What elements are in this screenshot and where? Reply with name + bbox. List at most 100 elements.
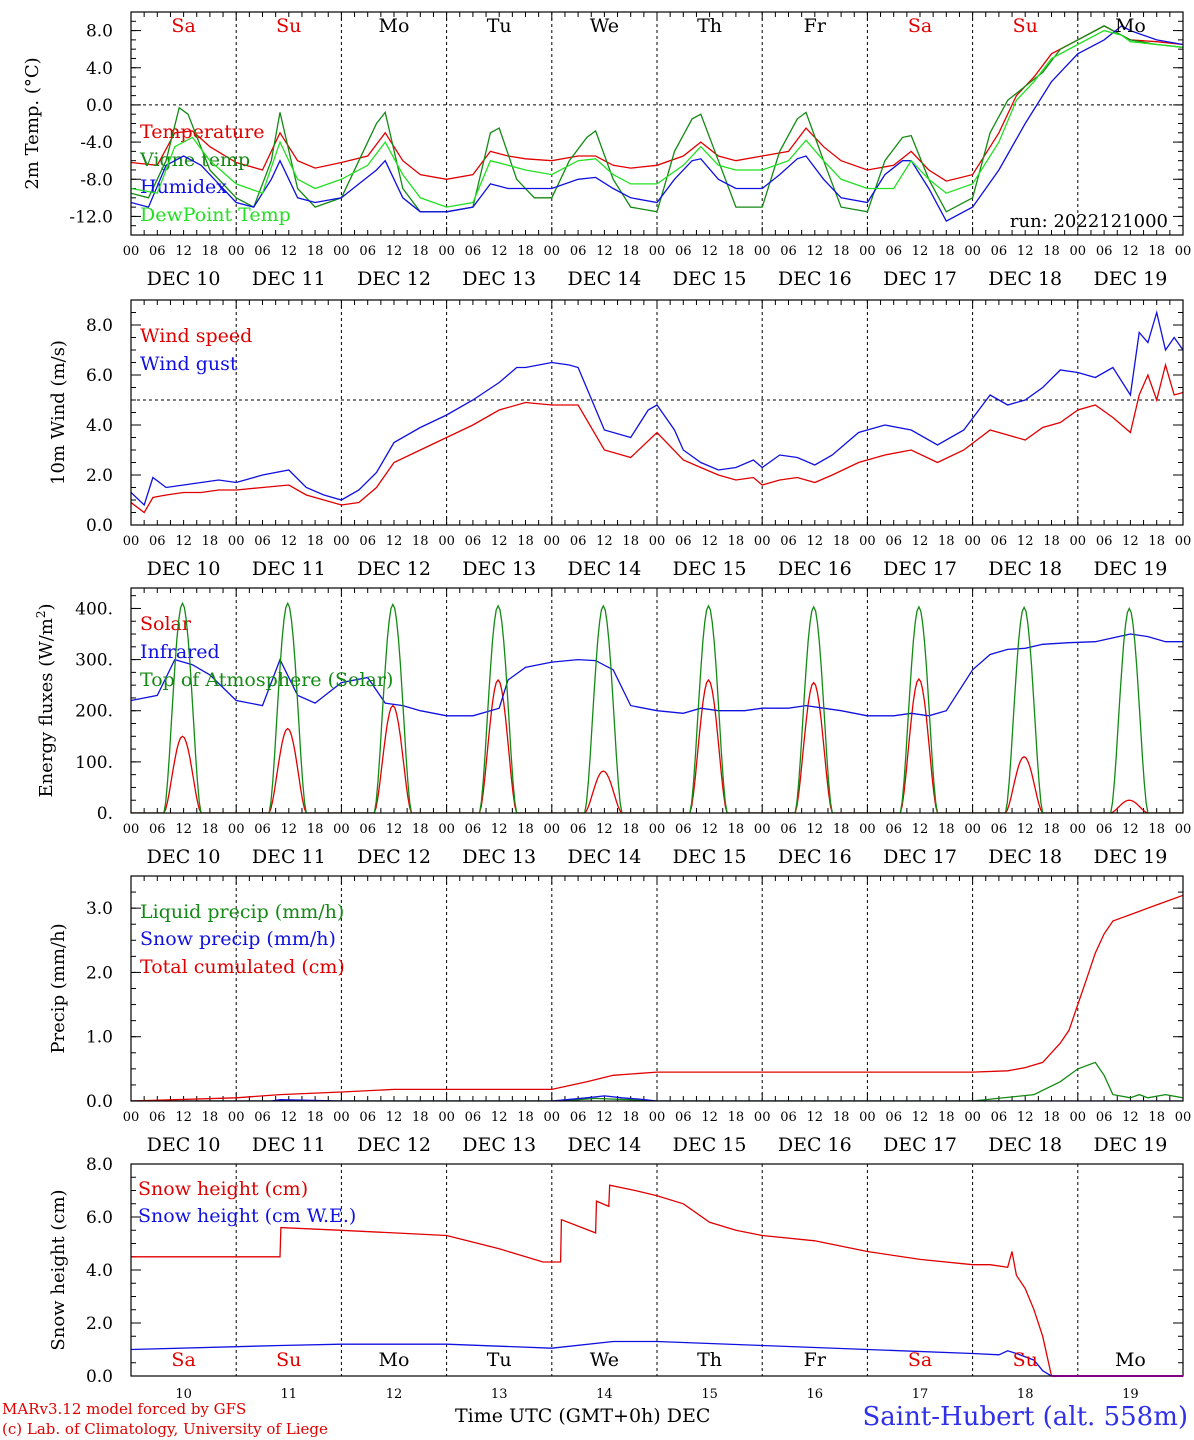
x-tick-label: 18	[412, 534, 429, 549]
x-tick-label: 06	[885, 822, 902, 837]
x-tick-label: 00	[228, 1110, 245, 1125]
x-tick-label: 06	[465, 244, 482, 259]
x-tick-label: 18	[622, 244, 639, 259]
x-tick-label: 12	[596, 244, 613, 259]
x-tick-label: 18	[202, 822, 219, 837]
date-label: DEC 18	[988, 846, 1062, 868]
x-tick-label: 00	[1070, 822, 1087, 837]
panel-frame	[130, 1163, 1184, 1377]
date-label: DEC 19	[1093, 846, 1167, 868]
date-label: DEC 19	[1093, 1134, 1167, 1156]
date-label: DEC 10	[147, 1134, 221, 1156]
x-tick-label: 06	[991, 244, 1008, 259]
series-line-2	[131, 633, 1183, 717]
station-name: Saint-Hubert (alt. 558m)	[862, 1402, 1188, 1432]
x-tick-label: 12	[175, 534, 192, 549]
x-tick-label: 06	[1096, 822, 1113, 837]
y-tick-label: 1.0	[86, 1028, 113, 1048]
x-tick-label: 12	[807, 534, 824, 549]
day-of-week-label-bottom: We	[590, 1349, 619, 1371]
legend-entry: Wind speed	[140, 325, 252, 347]
y-tick-label: 0.0	[86, 1092, 113, 1112]
x-tick-label: 12	[491, 822, 508, 837]
y-axis-label: 10m Wind (m/s)	[48, 340, 69, 485]
panel-3: 400. 300. 200. 100. 0. Energy fluxes (W/m2) So…	[34, 587, 1191, 868]
x-tick-label: 12	[1122, 822, 1139, 837]
series-line-2	[131, 1095, 1183, 1101]
y-tick-label: -12.0	[69, 207, 113, 227]
panel-frame	[130, 587, 1184, 814]
x-tick-label: 06	[675, 1110, 692, 1125]
date-label: DEC 11	[252, 1134, 326, 1156]
x-tick-label: 00	[1175, 534, 1192, 549]
run-label: run: 2022121000	[1010, 211, 1168, 232]
day-of-week-label: Sa	[171, 15, 195, 37]
date-label: DEC 10	[147, 268, 221, 290]
x-tick-label: 12	[807, 244, 824, 259]
x-tick-label: 18	[622, 534, 639, 549]
y-tick-label: 4.0	[86, 416, 113, 436]
x-tick-label: 00	[123, 1110, 140, 1125]
x-tick-label: 06	[359, 244, 376, 259]
x-tick-label: 00	[333, 244, 350, 259]
x-tick-label: 12	[701, 1110, 718, 1125]
date-label: DEC 10	[147, 846, 221, 868]
x-tick-label: 06	[675, 244, 692, 259]
y-tick-label: -8.0	[80, 170, 113, 190]
x-tick-label: 00	[544, 534, 561, 549]
x-tick-label: 12	[912, 534, 929, 549]
x-tick-label: 12	[1122, 244, 1139, 259]
x-tick-label: 06	[570, 244, 587, 259]
y-tick-label: 0.0	[86, 516, 113, 536]
series-line-3	[131, 894, 1183, 1101]
x-tick-label: 18	[1043, 244, 1060, 259]
x-tick-label: 06	[780, 534, 797, 549]
day-number-label: 18	[1017, 1387, 1034, 1402]
x-tick-label: 00	[859, 822, 876, 837]
day-number-label: 11	[281, 1387, 298, 1402]
x-tick-label: 00	[1070, 1110, 1087, 1125]
x-axis-label: Time UTC (GMT+0h) DEC	[455, 1405, 710, 1427]
x-tick-label: 12	[912, 1110, 929, 1125]
x-tick-label: 00	[1070, 244, 1087, 259]
date-label: DEC 19	[1093, 268, 1167, 290]
x-axis-label-text: Time UTC (GMT+0h)	[455, 1405, 661, 1427]
x-tick-label: 12	[1017, 244, 1034, 259]
y-tick-label: 300.	[75, 651, 113, 671]
date-label: DEC 11	[252, 558, 326, 580]
y-tick-label: 100.	[75, 753, 113, 773]
date-label: DEC 17	[883, 846, 957, 868]
date-label: DEC 14	[567, 1134, 641, 1156]
x-tick-label: 06	[465, 822, 482, 837]
x-tick-label: 18	[517, 1110, 534, 1125]
x-tick-label: 00	[544, 1110, 561, 1125]
x-tick-label: 18	[622, 822, 639, 837]
x-tick-label: 00	[859, 534, 876, 549]
x-tick-label: 00	[544, 244, 561, 259]
legend-entry: DewPoint Temp	[140, 204, 291, 226]
x-tick-label: 18	[412, 244, 429, 259]
series-line-2	[131, 1340, 1183, 1376]
x-tick-label: 06	[359, 534, 376, 549]
date-label: DEC 16	[778, 846, 852, 868]
y-axis-label: 2m Temp. (°C)	[22, 57, 43, 189]
x-tick-label: 06	[1096, 1110, 1113, 1125]
day-of-week-label-bottom: Su	[1013, 1349, 1038, 1371]
date-label: DEC 13	[462, 268, 536, 290]
x-tick-label: 18	[412, 1110, 429, 1125]
day-of-week-label-bottom: Sa	[908, 1349, 932, 1371]
x-tick-label: 18	[1148, 822, 1165, 837]
x-tick-label: 18	[517, 822, 534, 837]
day-of-week-label-bottom: Tu	[487, 1349, 512, 1371]
x-tick-label: 06	[991, 534, 1008, 549]
x-tick-label: 00	[333, 1110, 350, 1125]
x-tick-label: 00	[964, 244, 981, 259]
x-tick-label: 12	[281, 534, 298, 549]
date-label: DEC 15	[673, 846, 747, 868]
x-tick-label: 12	[1122, 1110, 1139, 1125]
series-line-3	[131, 601, 1183, 813]
x-tick-label: 18	[938, 822, 955, 837]
x-tick-label: 18	[1043, 534, 1060, 549]
legend-entry: Vigne temp	[139, 149, 250, 171]
series-line-1	[131, 677, 1183, 813]
